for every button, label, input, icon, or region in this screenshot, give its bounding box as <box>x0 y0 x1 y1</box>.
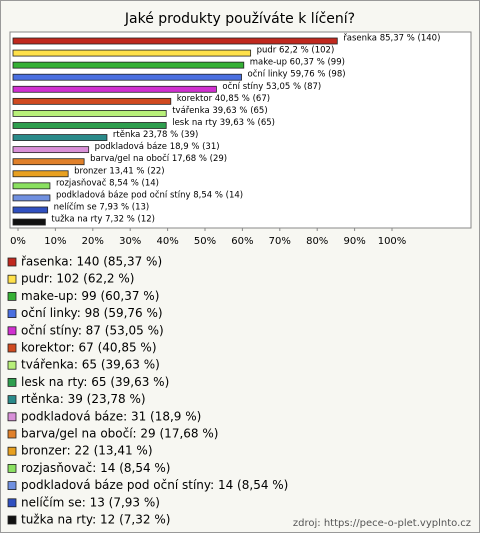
legend-label: pudr: 102 (62,2 %) <box>21 272 134 286</box>
x-tick-label: 90% <box>343 236 365 247</box>
bar <box>12 122 167 129</box>
data-label: oční stíny 53,05 % (87) <box>222 81 321 92</box>
source: zdroj: https://pece-o-plet.vyplnto.cz <box>293 518 471 529</box>
legend-swatch <box>7 515 17 525</box>
legend-label: barva/gel na obočí: 29 (17,68 %) <box>21 427 218 441</box>
legend-label: podkladová báze: 31 (18,9 %) <box>21 409 201 423</box>
bar <box>12 146 90 154</box>
legend-swatch <box>7 429 17 439</box>
legend-label: rozjasňovač: 14 (8,54 %) <box>21 461 171 475</box>
x-tick-label: 70% <box>269 236 291 247</box>
data-label: make-up 60,37 % (99) <box>250 58 345 68</box>
x-tick-label: 40% <box>156 236 178 247</box>
data-label: nelíčím se 7,93 % (13) <box>54 201 150 212</box>
data-label: pudr 62,2 % (102) <box>257 46 335 56</box>
bar <box>12 158 85 166</box>
x-tick-label: 0% <box>10 236 26 247</box>
bar <box>12 194 51 202</box>
legend-label: bronzer: 22 (13,41 %) <box>21 444 153 458</box>
legend-swatch <box>7 412 17 422</box>
data-label: lesk na rty 39,63 % (65) <box>172 118 275 128</box>
legend-label: oční linky: 98 (59,76 %) <box>21 306 163 320</box>
data-label: podkladová báze 18,9 % (31) <box>95 142 220 152</box>
bar <box>12 97 172 105</box>
bar <box>12 85 217 93</box>
legend-label: oční stíny: 87 (53,05 %) <box>21 323 164 337</box>
x-tick-label: 60% <box>231 236 253 247</box>
bar <box>12 110 167 117</box>
x-tick-label: 50% <box>194 236 216 247</box>
legend-swatch <box>7 446 17 456</box>
legend-label: tužka na rty: 12 (7,32 %) <box>21 513 170 527</box>
bar <box>12 49 252 57</box>
bar <box>12 182 51 190</box>
bar <box>12 134 108 141</box>
bar <box>12 218 46 226</box>
x-tick-label: 80% <box>306 236 328 247</box>
data-label: řasenka 85,37 % (140) <box>343 34 440 44</box>
data-label: bronzer 13,41 % (22) <box>74 166 164 176</box>
bar <box>12 61 245 69</box>
x-tick-label: 10% <box>44 236 66 247</box>
legend-swatch <box>7 395 17 405</box>
legend-swatch <box>7 343 17 353</box>
legend-swatch <box>7 463 17 473</box>
legend-label: nelíčím se: 13 (7,93 %) <box>21 495 160 509</box>
legend-swatch <box>7 481 17 491</box>
bar <box>12 73 242 81</box>
legend-label: make-up: 99 (60,37 %) <box>21 289 159 303</box>
data-label: podkladová báze pod oční stíny 8,54 % (1… <box>56 189 243 200</box>
legend-label: podkladová báze pod oční stíny: 14 (8,54… <box>21 478 288 492</box>
data-label: rozjasňovač 8,54 % (14) <box>56 177 159 188</box>
legend-label: rtěnka: 39 (23,78 %) <box>21 392 146 406</box>
legend-swatch <box>7 326 17 336</box>
data-label: barva/gel na obočí 17,68 % (29) <box>90 153 227 164</box>
bar <box>12 206 49 214</box>
legend-swatch <box>7 360 17 370</box>
legend-swatch <box>7 309 17 319</box>
data-label: korektor 40,85 % (67) <box>177 94 270 104</box>
legend-swatch <box>7 291 17 301</box>
data-label: tvářenka 39,63 % (65) <box>172 106 267 116</box>
x-tick-label: 20% <box>82 236 104 247</box>
x-tick-label: 30% <box>119 236 141 247</box>
legend-label: korektor: 67 (40,85 %) <box>21 341 157 355</box>
legend-swatch <box>7 257 17 267</box>
x-tick-label: 100% <box>378 236 407 247</box>
chart-title: Jaké produkty používáte k líčení? <box>124 11 355 27</box>
legend-swatch <box>7 377 17 387</box>
legend-label: lesk na rty: 65 (39,63 %) <box>21 375 169 389</box>
bar <box>12 37 338 45</box>
legend-swatch <box>7 274 17 284</box>
legend-label: řasenka: 140 (85,37 %) <box>21 255 162 269</box>
legend-swatch <box>7 498 17 508</box>
bar <box>12 170 69 178</box>
data-label: oční linky 59,76 % (98) <box>248 69 346 80</box>
data-label: rtěnka 23,78 % (39) <box>113 130 198 140</box>
legend-label: tvářenka: 65 (39,63 %) <box>21 358 160 372</box>
data-label: tužka na rty 7,32 % (12) <box>51 215 155 225</box>
